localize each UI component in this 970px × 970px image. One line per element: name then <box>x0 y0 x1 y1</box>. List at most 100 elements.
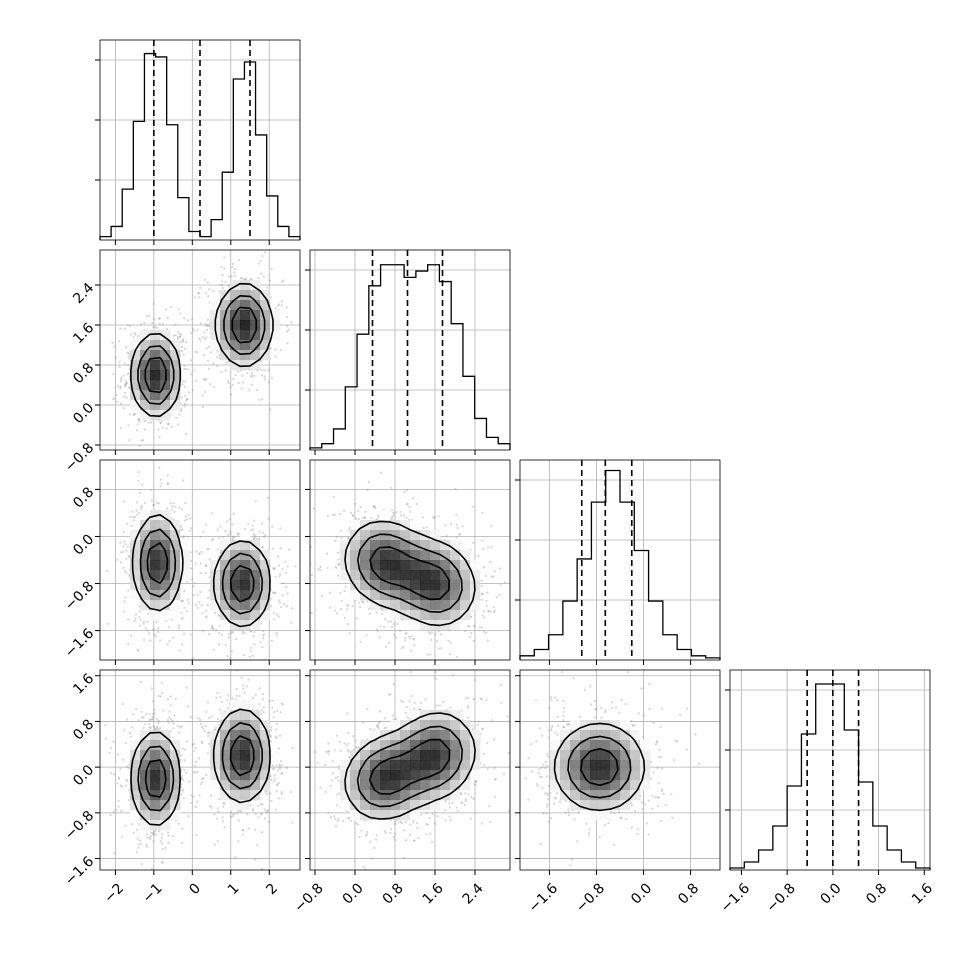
density-cell <box>210 570 221 581</box>
density-cell <box>150 520 161 531</box>
scatter-point <box>229 811 233 814</box>
scatter-point <box>351 605 354 608</box>
density-cell <box>160 400 171 411</box>
scatter-point <box>181 790 184 793</box>
density-cell <box>170 400 181 411</box>
panel-frame <box>99 39 301 241</box>
scatter-point <box>157 722 160 725</box>
scatter-point <box>114 356 118 359</box>
density-cell <box>150 530 161 541</box>
density-cell <box>170 530 181 541</box>
scatter-point <box>127 352 130 355</box>
density-cell <box>220 760 231 771</box>
scatter-point <box>272 716 275 719</box>
scatter-point <box>193 369 196 372</box>
scatter-point <box>125 571 128 575</box>
scatter-point <box>134 333 137 336</box>
scatter-point <box>160 692 164 695</box>
density-cell <box>240 750 251 761</box>
scatter-point <box>241 632 244 635</box>
scatter-point <box>280 772 283 775</box>
scatter-point <box>439 647 443 650</box>
scatter-point <box>210 806 213 809</box>
scatter-point <box>286 565 289 568</box>
density-cell <box>140 730 151 741</box>
scatter-point <box>137 334 140 337</box>
scatter-point <box>240 277 244 280</box>
scatter-point <box>310 612 313 615</box>
density-cell <box>130 350 141 361</box>
scatter-point <box>257 804 260 808</box>
scatter-point <box>229 533 232 536</box>
scatter-point <box>135 509 138 512</box>
scatter-point <box>251 696 255 700</box>
scatter-point <box>142 622 145 625</box>
scatter-point <box>181 643 184 646</box>
scatter-point <box>206 324 209 327</box>
scatter-point <box>132 831 135 835</box>
scatter-point <box>136 837 139 840</box>
scatter-point <box>152 708 156 712</box>
y-tick-label: −1.6 <box>62 853 97 888</box>
scatter-point <box>154 728 157 731</box>
density-cell <box>170 740 181 751</box>
density-cell <box>220 540 231 551</box>
scatter-point <box>167 834 170 837</box>
y-tick-label: −1.6 <box>62 626 97 661</box>
scatter-point <box>150 687 153 690</box>
scatter-point <box>233 268 237 271</box>
scatter-point <box>158 466 161 469</box>
scatter-point <box>201 336 205 339</box>
scatter-point <box>112 398 115 401</box>
density-cell <box>240 790 251 801</box>
scatter-point <box>129 634 132 637</box>
scatter-point <box>275 722 279 725</box>
scatter-point <box>133 413 136 416</box>
scatter-point <box>218 797 221 801</box>
scatter-point <box>184 380 187 383</box>
scatter-point <box>137 846 140 849</box>
scatter-point <box>128 386 131 389</box>
scatter-point <box>271 547 274 550</box>
scatter-point <box>199 339 202 342</box>
scatter-point <box>286 342 289 345</box>
scatter-point <box>121 550 125 553</box>
density-cell <box>230 300 241 311</box>
scatter-point <box>375 611 378 614</box>
scatter-point <box>154 325 157 329</box>
scatter-point <box>244 277 247 280</box>
density-cell <box>150 760 161 771</box>
x-tick-label: −0.8 <box>764 880 799 915</box>
scatter-point <box>113 852 116 855</box>
scatter-point <box>258 687 261 690</box>
scatter-point <box>263 377 267 381</box>
scatter-point <box>260 813 263 816</box>
density-cell <box>240 540 251 551</box>
density-cell <box>140 330 151 341</box>
scatter-point <box>224 644 227 647</box>
scatter-point <box>248 389 251 392</box>
scatter-point <box>246 813 249 816</box>
scatter-point <box>166 643 169 646</box>
scatter-point <box>240 810 243 813</box>
density-cell <box>260 560 271 571</box>
scatter-point <box>124 824 127 827</box>
scatter-point <box>140 483 144 486</box>
scatter-point <box>270 799 273 803</box>
scatter-point <box>260 709 263 712</box>
density-cell <box>240 350 251 361</box>
scatter-point <box>363 517 366 520</box>
scatter-point <box>157 728 160 731</box>
scatter-point <box>255 388 259 392</box>
scatter-point <box>188 780 191 783</box>
scatter-point <box>278 747 281 750</box>
scatter-point <box>180 528 184 532</box>
scatter-point <box>118 365 121 368</box>
scatter-point <box>148 726 151 729</box>
scatter-point <box>130 726 133 729</box>
scatter-point <box>178 413 181 416</box>
scatter-point <box>227 360 230 364</box>
scatter-point <box>181 599 185 603</box>
scatter-point <box>180 793 183 796</box>
scatter-point <box>119 426 122 430</box>
